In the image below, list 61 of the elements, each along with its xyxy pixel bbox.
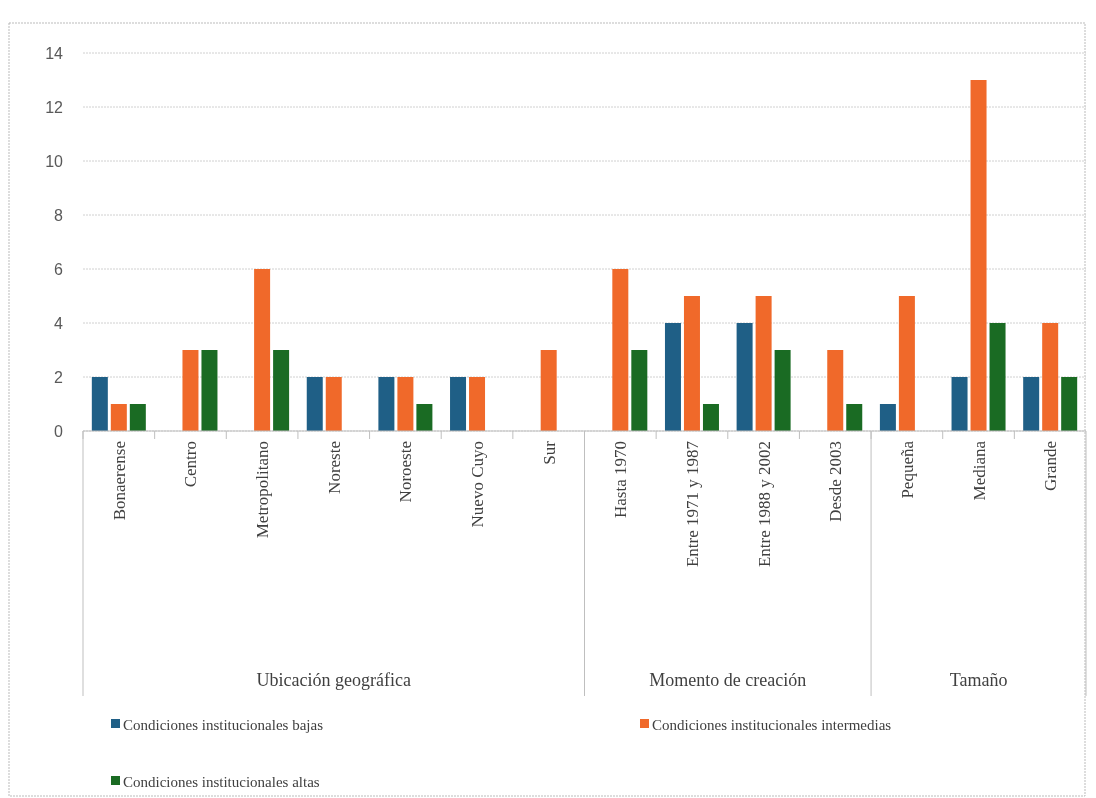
y-tick-label: 4 bbox=[54, 314, 64, 332]
bar bbox=[755, 296, 772, 431]
text: Momento de creación bbox=[649, 670, 807, 690]
legend-label: Condiciones institucionales intermedias bbox=[652, 717, 892, 734]
x-tick-label: Entre 1988 y 2002 bbox=[754, 441, 774, 568]
x-tick-label: Entre 1971 y 1987 bbox=[682, 440, 702, 568]
bar bbox=[612, 269, 629, 431]
bar bbox=[325, 377, 342, 431]
x-tick-label: Grande bbox=[1041, 441, 1061, 492]
bar bbox=[846, 404, 863, 431]
x-tick-label: Noreste bbox=[324, 441, 344, 494]
x-tick-label: Centro bbox=[181, 441, 201, 488]
x-tick-label: Hasta 1970 bbox=[611, 441, 631, 518]
y-tick-label: 0 bbox=[54, 422, 64, 440]
x-tick-label: Nuevo Cuyo bbox=[468, 441, 488, 528]
bar bbox=[129, 404, 146, 431]
bar bbox=[631, 350, 648, 431]
bar bbox=[254, 269, 271, 431]
bar bbox=[201, 350, 218, 431]
y-tick-label: 2 bbox=[54, 368, 64, 386]
bar bbox=[91, 377, 108, 431]
text: Tamaño bbox=[949, 670, 1008, 690]
bar bbox=[1061, 377, 1078, 431]
bar bbox=[989, 323, 1006, 431]
x-tick-label: Noroeste bbox=[396, 441, 416, 503]
bar bbox=[306, 377, 323, 431]
x-tick-label: Bonaerense bbox=[109, 441, 129, 521]
legend-label: Condiciones institucionales bajas bbox=[123, 717, 324, 734]
bar bbox=[951, 377, 968, 431]
bar bbox=[827, 350, 844, 431]
y-tick-label: 8 bbox=[54, 206, 64, 224]
y-tick-label: 12 bbox=[45, 98, 64, 116]
bar bbox=[1042, 323, 1059, 431]
x-tick-label: Sur bbox=[539, 440, 559, 465]
bar bbox=[182, 350, 199, 431]
bar bbox=[416, 404, 433, 431]
x-tick-label: Mediana bbox=[969, 440, 989, 501]
bar bbox=[736, 323, 753, 431]
bar bbox=[540, 350, 557, 431]
text: Ubicación geográfica bbox=[256, 670, 411, 690]
bar bbox=[683, 296, 700, 431]
bar bbox=[110, 404, 127, 431]
x-tick-label: Metropolitano bbox=[253, 441, 273, 539]
bar bbox=[898, 296, 915, 431]
bar bbox=[397, 377, 414, 431]
y-tick-label: 6 bbox=[54, 260, 64, 278]
bar bbox=[702, 404, 719, 431]
bar bbox=[450, 377, 467, 431]
bar bbox=[469, 377, 486, 431]
bar bbox=[1023, 377, 1040, 431]
legend-label: Condiciones institucionales altas bbox=[123, 774, 320, 791]
bar bbox=[970, 80, 987, 431]
x-tick-label: Pequeña bbox=[897, 440, 917, 499]
y-tick-label: 10 bbox=[45, 152, 64, 170]
x-tick-label: Desde 2003 bbox=[826, 441, 846, 522]
bar bbox=[664, 323, 681, 431]
y-tick-label: 14 bbox=[45, 44, 64, 62]
bar bbox=[774, 350, 791, 431]
bar bbox=[879, 404, 896, 431]
bar bbox=[378, 377, 395, 431]
bar bbox=[273, 350, 290, 431]
